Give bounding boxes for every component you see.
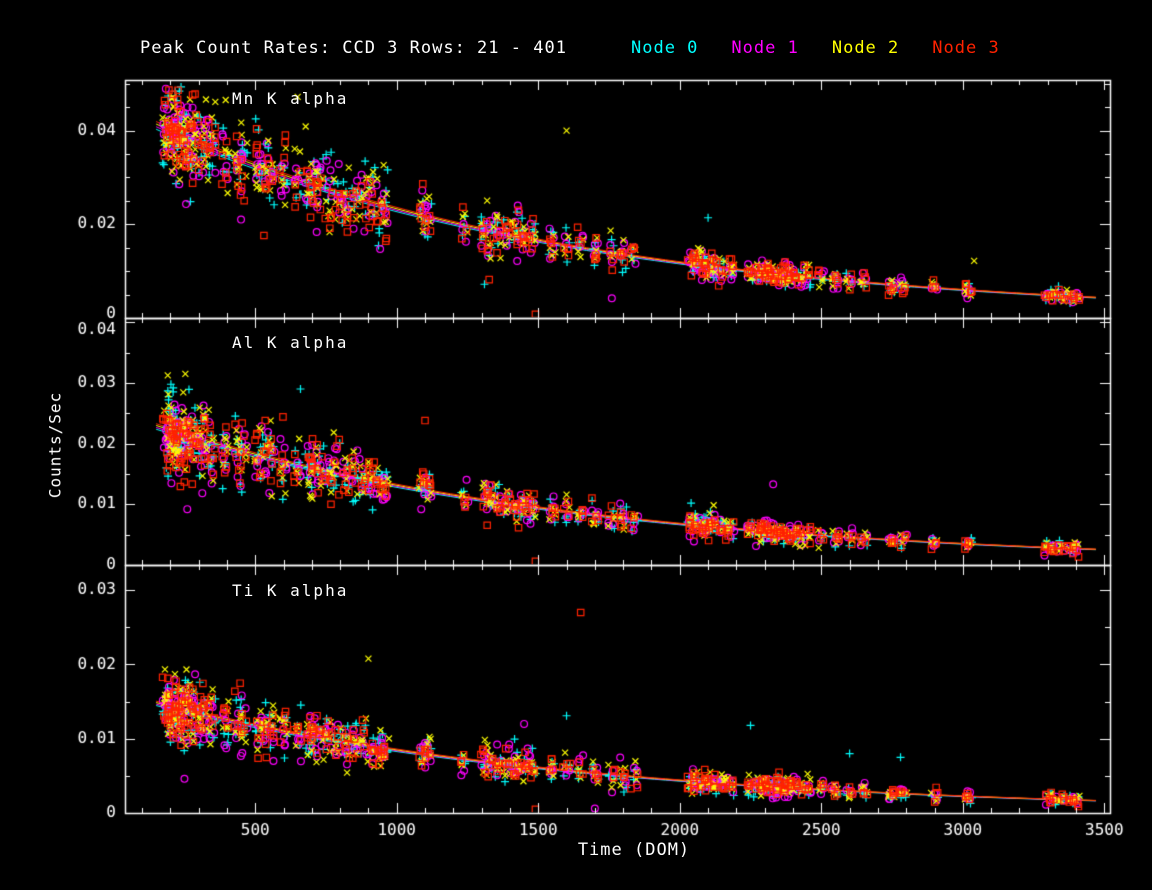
legend-item-node-3: Node 3 (932, 38, 1000, 58)
chart-title: Peak Count Rates: CCD 3 Rows: 21 - 401 (140, 38, 567, 58)
panel-label-al-k-alpha: Al K alpha (232, 333, 349, 352)
y-axis-label: Counts/Sec (45, 391, 65, 499)
legend-item-node-0: Node 0 (631, 38, 699, 58)
panel-label-mn-k-alpha: Mn K alpha (232, 89, 349, 108)
panel-label-ti-k-alpha: Ti K alpha (232, 581, 349, 600)
legend-item-node-1: Node 1 (731, 38, 799, 58)
legend-item-node-2: Node 2 (831, 38, 900, 58)
legend: Node 0 Node 1 Node 2 Node 3 (631, 38, 1000, 58)
x-axis-label: Time (DOM) (577, 840, 691, 860)
